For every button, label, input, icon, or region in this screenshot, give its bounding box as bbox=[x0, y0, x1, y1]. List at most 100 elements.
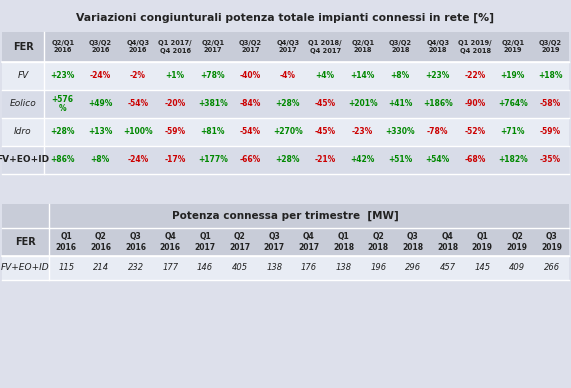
Text: 405: 405 bbox=[232, 263, 248, 272]
Text: 196: 196 bbox=[370, 263, 387, 272]
Text: +51%: +51% bbox=[388, 156, 412, 165]
Text: FV: FV bbox=[17, 71, 29, 80]
Text: Q2/Q1
2019: Q2/Q1 2019 bbox=[501, 40, 524, 54]
Text: +1%: +1% bbox=[166, 71, 185, 80]
Text: +49%: +49% bbox=[88, 99, 112, 109]
Text: +100%: +100% bbox=[123, 128, 152, 137]
Text: +23%: +23% bbox=[425, 71, 450, 80]
Text: Q2/Q1
2018: Q2/Q1 2018 bbox=[351, 40, 375, 54]
Text: +8%: +8% bbox=[91, 156, 110, 165]
Text: Q1
2016: Q1 2016 bbox=[56, 232, 77, 252]
Text: +764%: +764% bbox=[498, 99, 528, 109]
Text: Q1 2019/
Q4 2018: Q1 2019/ Q4 2018 bbox=[459, 40, 492, 54]
Text: +18%: +18% bbox=[538, 71, 562, 80]
Text: -24%: -24% bbox=[90, 71, 111, 80]
Bar bbox=[2, 146, 569, 174]
Text: +186%: +186% bbox=[423, 99, 453, 109]
Text: Q2/Q1
2017: Q2/Q1 2017 bbox=[201, 40, 224, 54]
Text: +177%: +177% bbox=[198, 156, 228, 165]
Text: +23%: +23% bbox=[51, 71, 75, 80]
Text: -66%: -66% bbox=[240, 156, 261, 165]
Text: Idro: Idro bbox=[14, 128, 32, 137]
Text: +4%: +4% bbox=[316, 71, 335, 80]
Text: +78%: +78% bbox=[200, 71, 225, 80]
Text: Q4
2016: Q4 2016 bbox=[160, 232, 181, 252]
Text: +270%: +270% bbox=[273, 128, 303, 137]
Text: -23%: -23% bbox=[352, 128, 373, 137]
Text: Q1
2019: Q1 2019 bbox=[472, 232, 493, 252]
Text: FV+EO+ID: FV+EO+ID bbox=[0, 156, 50, 165]
Text: +41%: +41% bbox=[388, 99, 412, 109]
Text: Potenza connessa per trimestre  [MW]: Potenza connessa per trimestre [MW] bbox=[172, 211, 399, 221]
Text: Q3/Q2
2019: Q3/Q2 2019 bbox=[538, 40, 562, 54]
Text: Q4/Q3
2016: Q4/Q3 2016 bbox=[126, 40, 149, 54]
Bar bbox=[2, 62, 569, 90]
Text: Q2
2016: Q2 2016 bbox=[90, 232, 111, 252]
Text: +42%: +42% bbox=[351, 156, 375, 165]
Text: +86%: +86% bbox=[50, 156, 75, 165]
Text: Q1 2017/
Q4 2016: Q1 2017/ Q4 2016 bbox=[159, 40, 192, 54]
Text: Q4/Q3
2018: Q4/Q3 2018 bbox=[426, 40, 449, 54]
Text: 138: 138 bbox=[336, 263, 352, 272]
Text: 266: 266 bbox=[544, 263, 560, 272]
Text: Q1
2017: Q1 2017 bbox=[195, 232, 216, 252]
Text: -21%: -21% bbox=[315, 156, 336, 165]
Bar bbox=[2, 228, 569, 256]
Text: Q1
2018: Q1 2018 bbox=[333, 232, 354, 252]
Text: Q3
2018: Q3 2018 bbox=[403, 232, 424, 252]
Text: +330%: +330% bbox=[385, 128, 415, 137]
Text: +28%: +28% bbox=[50, 128, 75, 137]
Text: Q2
2018: Q2 2018 bbox=[368, 232, 389, 252]
Text: Q4/Q3
2017: Q4/Q3 2017 bbox=[276, 40, 299, 54]
Text: -68%: -68% bbox=[465, 156, 486, 165]
Text: +8%: +8% bbox=[391, 71, 410, 80]
Text: Q3
2017: Q3 2017 bbox=[264, 232, 285, 252]
Text: 138: 138 bbox=[266, 263, 283, 272]
Text: Q1 2018/
Q4 2017: Q1 2018/ Q4 2017 bbox=[308, 40, 342, 54]
Text: -22%: -22% bbox=[465, 71, 486, 80]
Text: 214: 214 bbox=[93, 263, 109, 272]
Text: Q4
2017: Q4 2017 bbox=[299, 232, 320, 252]
Text: +28%: +28% bbox=[275, 99, 300, 109]
Text: -59%: -59% bbox=[540, 128, 561, 137]
Text: -4%: -4% bbox=[280, 71, 296, 80]
Bar bbox=[2, 204, 569, 228]
Text: +13%: +13% bbox=[88, 128, 112, 137]
Text: -59%: -59% bbox=[164, 128, 186, 137]
Text: Q2
2019: Q2 2019 bbox=[506, 232, 528, 252]
Text: -24%: -24% bbox=[127, 156, 148, 165]
Text: 176: 176 bbox=[301, 263, 317, 272]
Text: Q3/Q2
2016: Q3/Q2 2016 bbox=[89, 40, 112, 54]
Text: +201%: +201% bbox=[348, 99, 377, 109]
Text: +71%: +71% bbox=[501, 128, 525, 137]
Text: Q2/Q1
2016: Q2/Q1 2016 bbox=[51, 40, 74, 54]
Text: -84%: -84% bbox=[240, 99, 261, 109]
Text: -78%: -78% bbox=[427, 128, 448, 137]
Text: FER: FER bbox=[15, 237, 36, 247]
Text: Q3
2016: Q3 2016 bbox=[125, 232, 146, 252]
Text: 232: 232 bbox=[127, 263, 144, 272]
Text: Q3/Q2
2018: Q3/Q2 2018 bbox=[389, 40, 412, 54]
Text: -54%: -54% bbox=[127, 99, 148, 109]
Text: -58%: -58% bbox=[540, 99, 561, 109]
Text: 296: 296 bbox=[405, 263, 421, 272]
Text: -35%: -35% bbox=[540, 156, 561, 165]
Bar bbox=[2, 118, 569, 146]
Text: 177: 177 bbox=[162, 263, 178, 272]
Text: Q3
2019: Q3 2019 bbox=[541, 232, 562, 252]
Text: FV+EO+ID: FV+EO+ID bbox=[1, 263, 50, 272]
Bar bbox=[2, 32, 569, 62]
Text: Q3/Q2
2017: Q3/Q2 2017 bbox=[239, 40, 262, 54]
Text: -54%: -54% bbox=[240, 128, 261, 137]
Text: +576
%: +576 % bbox=[52, 95, 74, 113]
Text: -40%: -40% bbox=[240, 71, 261, 80]
Text: 115: 115 bbox=[58, 263, 74, 272]
Text: Q4
2018: Q4 2018 bbox=[437, 232, 459, 252]
Text: +54%: +54% bbox=[425, 156, 450, 165]
Text: +19%: +19% bbox=[501, 71, 525, 80]
Text: 146: 146 bbox=[197, 263, 213, 272]
Text: Eolico: Eolico bbox=[10, 99, 37, 109]
Bar bbox=[2, 256, 569, 280]
Text: -52%: -52% bbox=[465, 128, 486, 137]
Text: 457: 457 bbox=[440, 263, 456, 272]
